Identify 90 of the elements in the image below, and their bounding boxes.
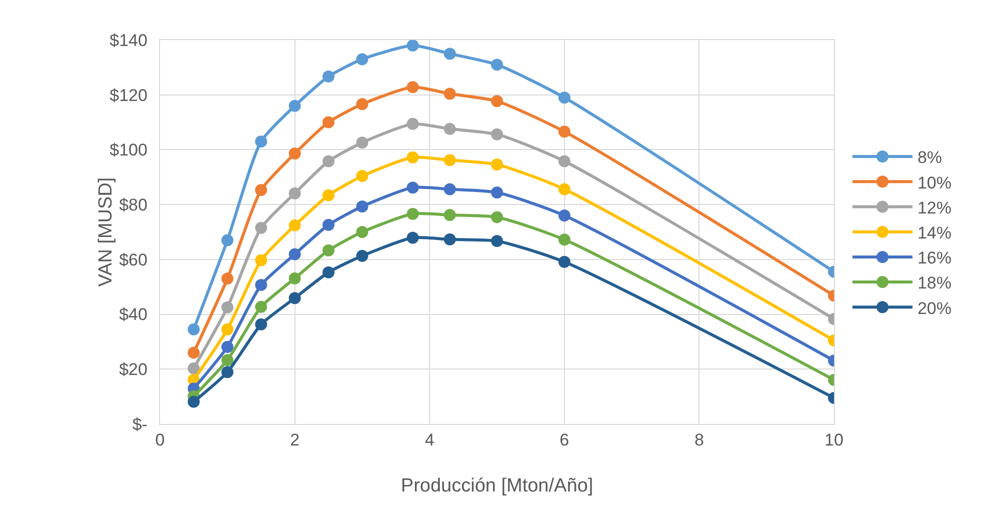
point xyxy=(491,211,503,224)
point xyxy=(255,318,268,330)
point xyxy=(255,254,268,266)
point xyxy=(356,98,368,110)
point xyxy=(558,183,570,196)
point xyxy=(356,200,368,212)
point xyxy=(356,226,368,238)
point xyxy=(558,234,570,246)
point xyxy=(356,170,368,182)
legend-label: 18% xyxy=(917,274,952,293)
point xyxy=(288,272,301,284)
point xyxy=(255,222,268,234)
point xyxy=(188,323,200,336)
point xyxy=(188,362,200,374)
point xyxy=(221,323,234,336)
y-tick-label: $140 xyxy=(110,30,148,50)
point xyxy=(288,100,301,112)
point xyxy=(322,189,334,202)
point xyxy=(444,88,456,100)
point xyxy=(221,366,234,378)
point xyxy=(221,234,234,246)
point xyxy=(188,346,200,359)
x-tick-label: 6 xyxy=(560,430,570,450)
point xyxy=(322,218,334,231)
point xyxy=(444,122,456,135)
point xyxy=(221,340,234,353)
point xyxy=(444,183,456,196)
point xyxy=(221,301,234,314)
point xyxy=(444,48,456,60)
y-tick-label: $100 xyxy=(110,140,148,160)
point xyxy=(558,92,570,104)
point xyxy=(558,210,570,222)
point xyxy=(188,396,200,408)
legend-label: 14% xyxy=(917,223,952,242)
point xyxy=(356,53,368,66)
point xyxy=(444,208,456,221)
point xyxy=(288,148,301,160)
point xyxy=(322,155,334,168)
y-axis-title: VAN [MUSD] xyxy=(96,177,117,287)
point xyxy=(406,151,419,164)
point xyxy=(406,81,419,94)
point xyxy=(288,292,301,304)
point xyxy=(491,95,503,108)
y-tick-label: $40 xyxy=(119,305,148,324)
point xyxy=(491,128,503,140)
x-tick-label: 2 xyxy=(290,430,300,450)
point xyxy=(558,155,570,168)
legend-label: 16% xyxy=(917,248,952,268)
x-tick-label: 8 xyxy=(694,430,704,450)
point xyxy=(558,256,570,268)
point xyxy=(255,300,268,313)
point xyxy=(406,208,419,220)
point xyxy=(322,244,334,256)
point xyxy=(444,233,456,246)
point xyxy=(444,154,456,166)
point xyxy=(288,248,301,260)
point xyxy=(491,186,503,198)
point xyxy=(255,278,268,291)
point xyxy=(406,118,419,130)
point xyxy=(221,272,234,285)
legend-label: 10% xyxy=(917,173,952,192)
x-tick-label: 0 xyxy=(155,430,165,450)
point xyxy=(322,266,334,278)
point xyxy=(356,136,368,149)
y-tick-label: $- xyxy=(132,414,148,434)
point xyxy=(356,250,368,262)
y-tick-label: $120 xyxy=(110,86,148,105)
x-tick-label: 4 xyxy=(424,430,434,450)
point xyxy=(255,135,268,148)
y-tick-label: $60 xyxy=(119,250,148,270)
point xyxy=(322,70,334,82)
point xyxy=(491,58,503,71)
point xyxy=(558,126,570,138)
point xyxy=(221,354,234,366)
point xyxy=(288,219,301,232)
point xyxy=(491,158,503,171)
point xyxy=(288,187,301,200)
point xyxy=(255,184,268,196)
x-axis-title: Producción [Mton/Año] xyxy=(400,475,594,496)
point xyxy=(406,182,419,194)
point xyxy=(406,232,419,244)
legend-label: 12% xyxy=(917,198,952,218)
point xyxy=(322,116,334,128)
point xyxy=(491,235,503,248)
y-tick-label: $80 xyxy=(119,196,148,215)
x-tick-label: 10 xyxy=(824,430,844,450)
y-tick-label: $20 xyxy=(119,360,148,380)
legend-label: 20% xyxy=(917,298,952,318)
point xyxy=(406,40,419,52)
legend-label: 8% xyxy=(917,148,942,168)
